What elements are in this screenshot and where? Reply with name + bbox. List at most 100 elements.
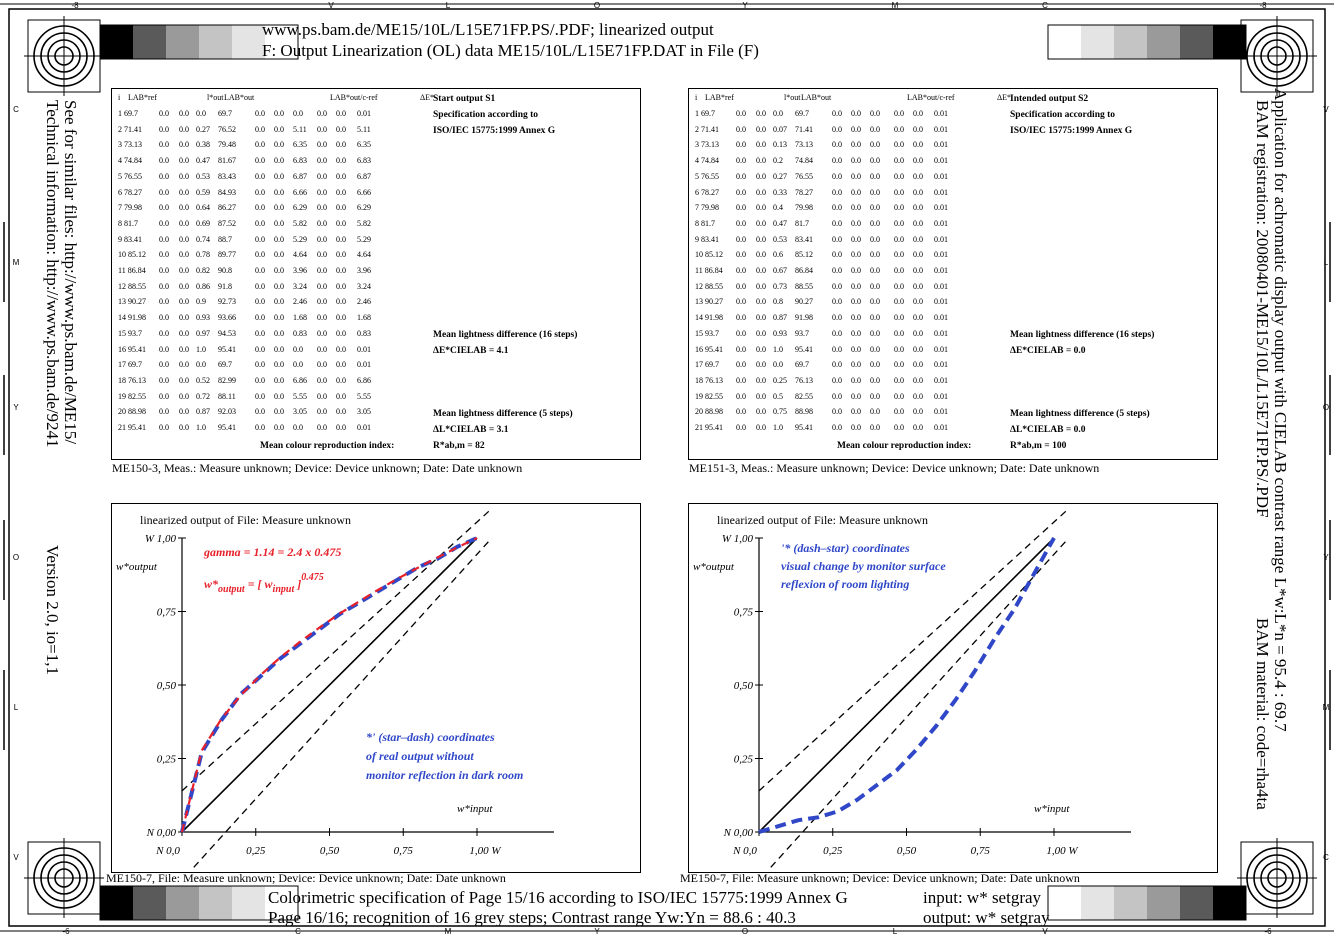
- table-cell: 0.01: [934, 375, 948, 385]
- registration-target-icon: [1237, 838, 1317, 918]
- table-cell: 0.0: [851, 234, 861, 244]
- mean-5-label: Mean lightness difference (5 steps): [433, 409, 573, 419]
- table-cell: 6.86: [293, 375, 307, 385]
- reproduction-label: Mean colour reproduction index:: [837, 441, 972, 451]
- table-cell: 0.0: [317, 140, 327, 150]
- table-cell: 14 91.98: [695, 313, 723, 323]
- table-cell: 0.01: [934, 281, 948, 291]
- table-cell: 5 76.55: [118, 171, 142, 181]
- table-cell: 1.0: [773, 344, 783, 354]
- table-cell: 0.0: [736, 297, 746, 307]
- table-cell: 0.0: [274, 281, 284, 291]
- table-spec-2: ISO/IEC 15775:1999 Annex G: [1010, 126, 1133, 136]
- table-cell: 0.0: [894, 203, 904, 213]
- table-cell: 0.0: [736, 266, 746, 275]
- table-cell: 0.0: [894, 328, 904, 338]
- table-cell: 0.74: [196, 234, 210, 244]
- table-cell: 0.0: [274, 328, 284, 338]
- table-cell: 0.0: [870, 203, 880, 213]
- table-cell: 3.24: [357, 281, 371, 291]
- table-cell: 0.97: [196, 328, 210, 338]
- table-cell: 0.0: [851, 171, 861, 181]
- chart-title: linearized output of File: Measure unkno…: [140, 513, 351, 527]
- table-cell: 0.0: [317, 313, 327, 323]
- table-cell: 0.0: [756, 218, 766, 228]
- table-cell: 0.0: [317, 281, 327, 291]
- edge-bottom-label: M: [445, 927, 452, 935]
- table-cell: 8 81.7: [695, 218, 715, 228]
- table-cell: 0.0: [756, 266, 766, 275]
- table-cell: 0.0: [851, 297, 861, 307]
- table-cell: 0.0: [336, 297, 346, 307]
- table-cell: 78.27: [795, 187, 813, 197]
- edge-top-label: V: [328, 1, 334, 10]
- table-cell: 0.33: [773, 187, 787, 197]
- table-cell: 0.0: [179, 140, 189, 150]
- table-cell: 0.0: [913, 297, 923, 307]
- table-cell: 10 85.12: [695, 250, 723, 260]
- edge-right-label: L: [1324, 258, 1329, 267]
- table-cell: 0.0: [179, 344, 189, 354]
- table-cell: 88.55: [795, 281, 813, 291]
- table-cell: 95.41: [218, 344, 236, 354]
- table-cell: 86.84: [795, 266, 813, 275]
- table-cell: 0.01: [934, 140, 948, 150]
- y-axis-label: w*output: [116, 561, 158, 573]
- table-cell: 0.0: [196, 360, 206, 370]
- table-cell: 69.7: [795, 360, 809, 370]
- table-cell: 0.0: [894, 140, 904, 150]
- table-cell: 0.0: [179, 313, 189, 323]
- registration-target-icon: [1237, 16, 1317, 96]
- table-cell: 0.0: [851, 124, 861, 134]
- edge-right-label: V: [1323, 105, 1329, 114]
- table-cell: 0.01: [934, 171, 948, 181]
- chart-1-frame: linearized output of File: Measure unkno…: [111, 503, 641, 873]
- table-cell: 0.0: [159, 281, 169, 291]
- table-cell: 0.0: [274, 423, 284, 432]
- table-cell: 0.01: [934, 344, 948, 354]
- table-cell: 0.0: [255, 234, 265, 244]
- table-cell: 0.93: [773, 328, 787, 338]
- table-cell: 0.0: [336, 234, 346, 244]
- table-cell: 0.0: [870, 328, 880, 338]
- table-cell: 93.66: [218, 313, 236, 323]
- series-red-line: [180, 537, 478, 833]
- table-cell: 0.0: [179, 109, 189, 118]
- table-cell: 0.0: [736, 187, 746, 197]
- chart-1: linearized output of File: Measure unkno…: [116, 508, 554, 868]
- table-cell: 0.0: [317, 234, 327, 244]
- table-cell: 0.0: [736, 313, 746, 323]
- table-cell: 0.0: [255, 344, 265, 354]
- table-cell: 0.0: [736, 328, 746, 338]
- table-header-cell: ΔE*: [420, 93, 435, 102]
- table-cell: 0.0: [756, 328, 766, 338]
- table-cell: 0.0: [870, 171, 880, 181]
- y-tick-label: 0,75: [157, 607, 177, 619]
- footer-line-2: Page 16/16; recognition of 16 grey steps…: [268, 908, 796, 927]
- table-cell: 1.68: [293, 313, 307, 323]
- table-cell: 0.0: [832, 250, 842, 260]
- table-cell: 6.66: [357, 187, 371, 197]
- table-cell: 0.0: [179, 234, 189, 244]
- table-cell: 0.0: [274, 171, 284, 181]
- table-cell: 0.0: [756, 423, 766, 432]
- table-cell: 0.0: [274, 218, 284, 228]
- table-cell: 0.0: [851, 375, 861, 385]
- table-cell: 0.0: [255, 109, 265, 118]
- table-cell: 0.0: [913, 250, 923, 260]
- table-cell: 6.35: [293, 140, 307, 150]
- blue-annotation: *' (star–dash) coordinates: [366, 730, 495, 744]
- table-cell: 0.0: [336, 391, 346, 401]
- x-tick-label: 0,75: [394, 845, 414, 857]
- table-cell: 0.0: [736, 423, 746, 432]
- table-cell: 0.0: [179, 266, 189, 275]
- table-cell: 0.0: [913, 156, 923, 166]
- table-cell: 0.0: [851, 187, 861, 197]
- table-cell: 0.0: [274, 203, 284, 213]
- table-header-cell: LAB*out/c-ref: [907, 93, 955, 102]
- table-cell: 0.0: [913, 407, 923, 417]
- table-cell: 0.0: [159, 250, 169, 260]
- table-cell: 0.0: [870, 234, 880, 244]
- table-cell: 0.0: [317, 328, 327, 338]
- table-cell: 76.52: [218, 124, 236, 134]
